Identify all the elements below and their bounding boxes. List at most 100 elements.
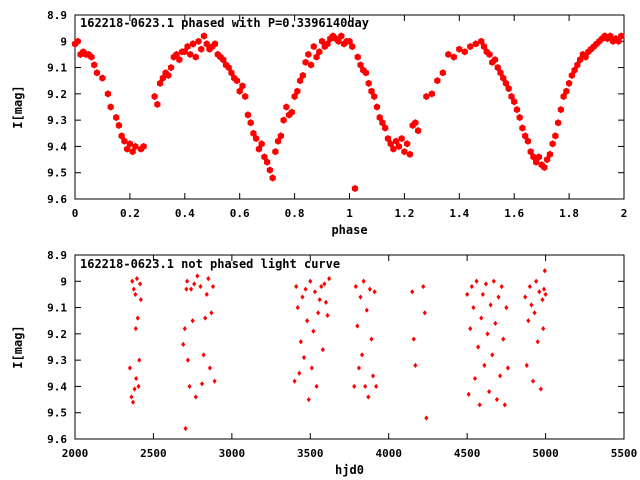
data-point bbox=[312, 289, 318, 295]
data-point bbox=[476, 344, 481, 350]
data-point bbox=[300, 294, 305, 300]
data-point bbox=[308, 278, 313, 284]
data-point bbox=[104, 90, 112, 98]
data-point bbox=[530, 153, 537, 161]
data-point bbox=[479, 315, 484, 321]
data-point bbox=[379, 119, 386, 127]
data-point bbox=[527, 148, 534, 156]
data-point bbox=[368, 87, 375, 95]
data-point bbox=[134, 276, 140, 282]
data-point bbox=[129, 148, 136, 156]
data-point bbox=[412, 119, 419, 127]
data-point bbox=[319, 283, 324, 290]
data-point bbox=[266, 166, 274, 174]
data-point bbox=[299, 71, 306, 80]
data-point bbox=[303, 286, 308, 292]
data-point bbox=[467, 42, 474, 51]
data-point bbox=[557, 106, 564, 114]
data-point bbox=[209, 310, 214, 316]
data-point bbox=[258, 140, 265, 148]
x-tick-label: 5000 bbox=[532, 447, 559, 460]
data-point bbox=[272, 148, 279, 156]
data-point bbox=[295, 304, 300, 311]
data-point bbox=[541, 326, 546, 332]
data-point bbox=[335, 37, 342, 45]
data-point bbox=[93, 69, 101, 77]
data-point bbox=[200, 32, 208, 40]
data-point bbox=[136, 383, 141, 390]
data-point bbox=[450, 53, 457, 61]
data-point bbox=[88, 53, 95, 61]
data-point bbox=[499, 283, 504, 290]
data-point bbox=[401, 148, 408, 156]
data-point bbox=[358, 294, 363, 300]
data-point bbox=[352, 383, 357, 390]
data-point bbox=[434, 77, 441, 85]
data-point bbox=[115, 121, 123, 129]
y-tick-label: 9.6 bbox=[47, 433, 67, 446]
data-point bbox=[211, 40, 219, 48]
data-point bbox=[140, 142, 147, 151]
x-tick-label: 0.4 bbox=[175, 207, 195, 220]
x-tick-label: 1 bbox=[346, 207, 353, 220]
data-point bbox=[491, 278, 496, 284]
data-point bbox=[198, 45, 205, 53]
data-point bbox=[185, 278, 190, 284]
data-point bbox=[74, 37, 81, 45]
data-point bbox=[355, 323, 360, 329]
data-point bbox=[524, 137, 532, 145]
data-point bbox=[131, 286, 136, 292]
y-tick-label: 9.1 bbox=[47, 62, 67, 75]
data-point bbox=[187, 50, 194, 59]
plot-frame bbox=[74, 254, 625, 440]
data-point bbox=[306, 396, 311, 403]
data-point bbox=[225, 63, 232, 72]
data-point bbox=[527, 283, 532, 290]
y-tick-label: 9 bbox=[60, 275, 67, 288]
data-point bbox=[130, 278, 135, 284]
data-point bbox=[137, 357, 142, 363]
data-point bbox=[132, 386, 137, 392]
data-point bbox=[320, 347, 325, 353]
data-point bbox=[361, 278, 366, 284]
data-point bbox=[415, 127, 422, 135]
data-point bbox=[543, 291, 548, 298]
data-point bbox=[461, 48, 468, 56]
data-point bbox=[187, 383, 192, 390]
data-point bbox=[203, 40, 210, 48]
unphased-light-curve-chart: 2000 2500 3000 3500 4000 4500 5000 5500 8.9 9 9.1 9… bbox=[11, 249, 637, 477]
data-point bbox=[357, 61, 364, 69]
data-point bbox=[316, 48, 323, 56]
data-point bbox=[311, 328, 316, 334]
data-point bbox=[353, 283, 358, 290]
data-point bbox=[198, 283, 203, 290]
data-point bbox=[212, 378, 217, 384]
phased-light-curve-chart: 0 0.2 0.4 0.6 0.8 1 1.2 1.4 1.6 1.8 2 8.9 9 9.1 9.2 9.3… bbox=[11, 9, 627, 237]
data-point bbox=[165, 71, 172, 80]
data-point bbox=[466, 391, 471, 397]
y-tick-label: 9.1 bbox=[47, 302, 67, 315]
data-point bbox=[477, 402, 482, 408]
data-point bbox=[207, 365, 212, 371]
data-point bbox=[563, 87, 570, 95]
data-point bbox=[363, 383, 368, 390]
data-point bbox=[176, 56, 183, 64]
data-point bbox=[354, 53, 361, 61]
data-point bbox=[184, 42, 191, 51]
data-point bbox=[544, 155, 551, 164]
data-point bbox=[504, 304, 509, 311]
x-tick-label: 1.8 bbox=[559, 207, 579, 220]
data-point bbox=[541, 163, 548, 172]
data-point bbox=[124, 145, 131, 153]
data-point bbox=[269, 174, 276, 182]
data-point bbox=[261, 153, 268, 161]
y-tick-label: 9.6 bbox=[47, 193, 67, 206]
data-point bbox=[364, 307, 369, 313]
data-point bbox=[338, 32, 345, 40]
x-tick-label: 0.8 bbox=[285, 207, 305, 220]
data-point bbox=[480, 291, 485, 298]
y-tick-label: 9 bbox=[60, 35, 67, 48]
x-axis-label: phase bbox=[331, 223, 367, 237]
data-point bbox=[423, 92, 430, 101]
